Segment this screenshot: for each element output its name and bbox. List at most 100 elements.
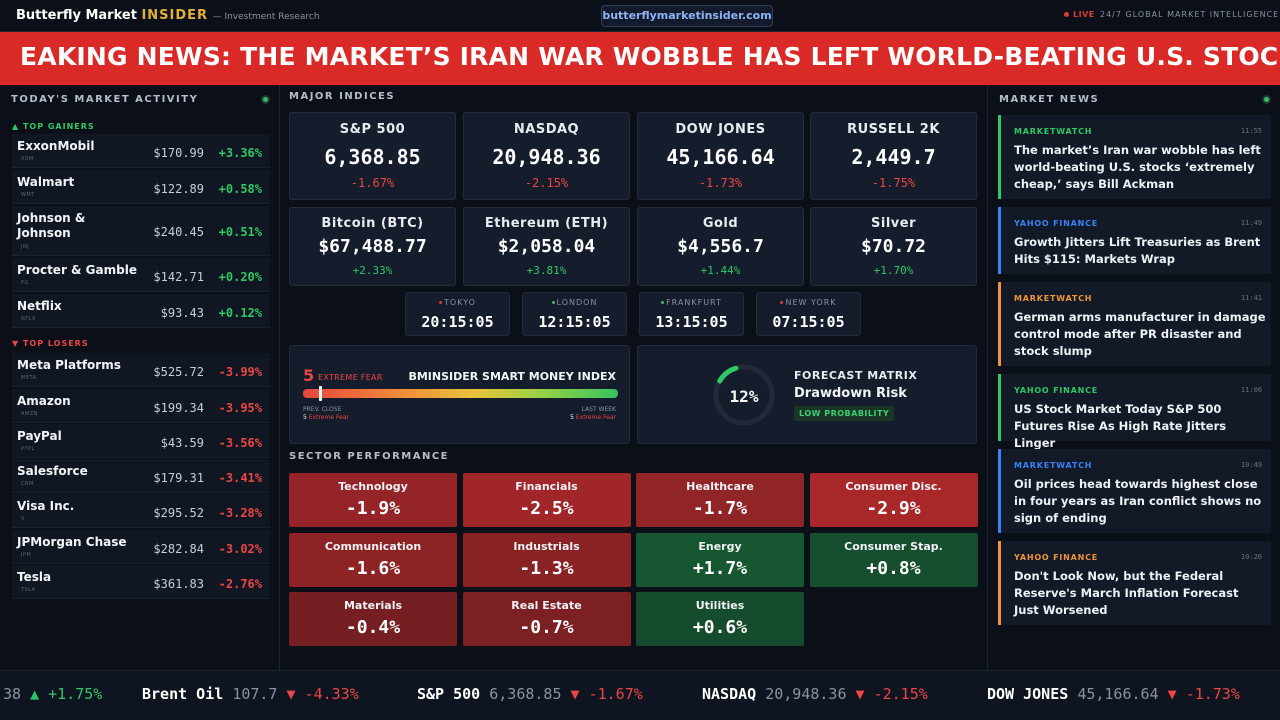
stock-row[interactable]: Salesforce CRM $179.31 -3.41% — [12, 459, 270, 493]
asset-value: $70.72 — [860, 236, 927, 257]
stock-row[interactable]: Tesla TSLA $361.83 -2.76% — [12, 565, 270, 599]
stock-row[interactable]: Procter & Gamble PG $142.71 +0.20% — [12, 258, 270, 292]
live-dot-icon — [1064, 12, 1069, 17]
news-item[interactable]: YAHOO FINANCE 11:06 US Stock Market Toda… — [998, 374, 1271, 450]
bottom-ticker: 38 ▲ +1.75% Brent Oil 107.7 ▼ -4.33% S&P… — [0, 670, 1280, 720]
stock-ticker: META — [21, 375, 37, 381]
ticker-item[interactable]: Brent Oil 107.7 ▼ -4.33% — [142, 685, 359, 703]
sector-name: Energy — [698, 539, 742, 553]
stock-row[interactable]: Johnson & Johnson JNJ $240.45 +0.51% — [12, 206, 270, 256]
ticker-item[interactable]: DOW JONES 45,166.64 ▼ -1.73% — [987, 685, 1240, 703]
stock-ticker: PG — [21, 280, 29, 286]
stock-price: $170.99 — [153, 146, 204, 160]
stock-change: +0.51% — [218, 225, 262, 239]
fear-greed-gauge-bar — [303, 386, 618, 401]
asset-card[interactable]: Silver $70.72 +1.70% — [810, 207, 977, 286]
breaking-news-banner[interactable]: EAKING NEWS: THE MARKET’S IRAN WAR WOBBL… — [0, 32, 1280, 85]
news-headline: Growth Jitters Lift Treasuries as Brent … — [1014, 235, 1261, 266]
index-card[interactable]: S&P 500 6,368.85 -1.67% — [289, 112, 456, 200]
sector-tile[interactable]: Industrials -1.3% — [462, 532, 631, 587]
stock-price: $43.59 — [160, 436, 204, 450]
smart-money-value: 5 — [303, 366, 315, 385]
asset-name: Silver — [871, 216, 916, 231]
market-news-title: MARKET NEWS — [999, 94, 1100, 105]
stock-row[interactable]: JPMorgan Chase JPM $282.84 -3.02% — [12, 530, 270, 564]
asset-change: +2.33% — [352, 264, 393, 277]
sector-value: +0.8% — [866, 557, 921, 579]
asset-name: Gold — [702, 216, 739, 231]
clock-status-dot-icon — [551, 301, 555, 304]
sector-tile[interactable]: Real Estate -0.7% — [462, 592, 631, 646]
sector-value: -0.4% — [345, 617, 401, 638]
index-card[interactable]: RUSSELL 2K 2,449.7 -1.75% — [810, 112, 977, 200]
index-value: 20,948.36 — [492, 145, 601, 169]
stock-name: ExxonMobil — [17, 139, 95, 153]
index-name: RUSSELL 2K — [847, 122, 940, 137]
stock-change: +0.58% — [218, 182, 262, 196]
gauge-marker — [319, 386, 322, 401]
news-item[interactable]: MARKETWATCH 10:49 Oil prices head toward… — [998, 449, 1271, 533]
news-source: YAHOO FINANCE — [1014, 386, 1099, 395]
stock-ticker: PYPL — [21, 446, 35, 452]
asset-card[interactable]: Bitcoin (BTC) $67,488.77 +2.33% — [289, 207, 456, 286]
stock-row[interactable]: Walmart WMT $122.89 +0.58% — [12, 170, 270, 204]
stock-row[interactable]: Meta Platforms META $525.72 -3.99% — [12, 353, 270, 387]
news-item[interactable]: YAHOO FINANCE 10:26 Don't Look Now, but … — [998, 541, 1271, 625]
ticker-item[interactable]: 38 ▲ +1.75% — [3, 685, 102, 703]
market-news-panel: MARKET NEWS MARKETWATCH 11:55 The market… — [987, 85, 1280, 670]
index-card[interactable]: NASDAQ 20,948.36 -2.15% — [463, 112, 630, 200]
ticker-item[interactable]: S&P 500 6,368.85 ▼ -1.67% — [417, 685, 643, 703]
stock-row[interactable]: Visa Inc. V $295.52 -3.28% — [12, 494, 270, 528]
asset-change: +3.81% — [526, 264, 567, 277]
sector-value: -0.7% — [519, 617, 574, 638]
index-card[interactable]: DOW JONES 45,166.64 -1.73% — [637, 112, 804, 200]
news-item[interactable]: MARKETWATCH 11:55 The market’s Iran war … — [998, 115, 1271, 199]
news-source: YAHOO FINANCE — [1014, 219, 1099, 228]
ticker-change: -1.73% — [1185, 685, 1240, 703]
sector-value: -1.3% — [519, 557, 574, 579]
stock-change: -3.28% — [218, 506, 262, 520]
ticker-value: 45,166.64 — [1077, 685, 1159, 703]
news-item[interactable]: MARKETWATCH 11:41 German arms manufactur… — [998, 282, 1271, 366]
stock-change: +0.20% — [218, 270, 262, 284]
brand-logo[interactable]: Butterfly Market INSIDER — Investment Re… — [16, 8, 320, 23]
sector-tile[interactable]: Energy +1.7% — [636, 532, 804, 587]
sector-tile[interactable]: Consumer Disc. -2.9% — [809, 473, 978, 527]
news-source: YAHOO FINANCE — [1014, 553, 1099, 562]
news-headline: US Stock Market Today S&P 500 Futures Ri… — [1014, 402, 1227, 450]
asset-card[interactable]: Ethereum (ETH) $2,058.04 +3.81% — [463, 207, 630, 286]
asset-card[interactable]: Gold $4,556.7 +1.44% — [637, 207, 804, 286]
world-clock: LONDON 12:15:05 — [522, 292, 627, 336]
last-week-label: LAST WEEK — [581, 406, 616, 413]
sector-tile[interactable]: Technology -1.9% — [289, 473, 457, 527]
stock-price: $199.34 — [153, 401, 204, 415]
stock-ticker: AMZN — [21, 411, 38, 417]
news-source: MARKETWATCH — [1014, 461, 1093, 470]
stock-row[interactable]: Amazon AMZN $199.34 -3.95% — [12, 389, 270, 423]
sector-tile[interactable]: Utilities +0.6% — [636, 592, 804, 646]
index-name: NASDAQ — [513, 122, 580, 137]
sector-tile[interactable]: Communication -1.6% — [289, 532, 457, 587]
sector-name: Industrials — [513, 539, 580, 553]
smart-money-index-card[interactable]: 5 EXTREME FEAR BMINSIDER SMART MONEY IND… — [289, 345, 630, 444]
forecast-matrix-card[interactable]: 12% FORECAST MATRIX Drawdown Risk LOW PR… — [637, 345, 977, 444]
probability-badge: LOW PROBABILITY — [794, 406, 895, 421]
stock-price: $240.45 — [153, 225, 204, 239]
asset-value: $67,488.77 — [318, 236, 427, 257]
stock-row[interactable]: PayPal PYPL $43.59 -3.56% — [12, 424, 270, 458]
site-url[interactable]: butterflymarketinsider.com — [601, 5, 773, 27]
news-time: 10:49 — [1240, 461, 1262, 469]
status-dot-icon — [1264, 97, 1269, 102]
stock-row[interactable]: Netflix NFLX $93.43 +0.12% — [12, 294, 270, 328]
news-item[interactable]: YAHOO FINANCE 11:49 Growth Jitters Lift … — [998, 207, 1271, 274]
status-dot-icon — [263, 97, 268, 102]
sector-tile[interactable]: Materials -0.4% — [289, 592, 457, 646]
ticker-item[interactable]: NASDAQ 20,948.36 ▼ -2.15% — [702, 685, 928, 703]
stock-name: Procter & Gamble — [17, 263, 137, 277]
stock-row[interactable]: ExxonMobil XOM $170.99 +3.36% — [12, 134, 270, 168]
sector-tile[interactable]: Healthcare -1.7% — [636, 473, 804, 527]
stock-name: Visa Inc. — [17, 499, 75, 513]
clock-city: LONDON — [556, 298, 598, 307]
sector-tile[interactable]: Financials -2.5% — [462, 473, 631, 527]
sector-tile[interactable]: Consumer Stap. +0.8% — [809, 532, 978, 587]
